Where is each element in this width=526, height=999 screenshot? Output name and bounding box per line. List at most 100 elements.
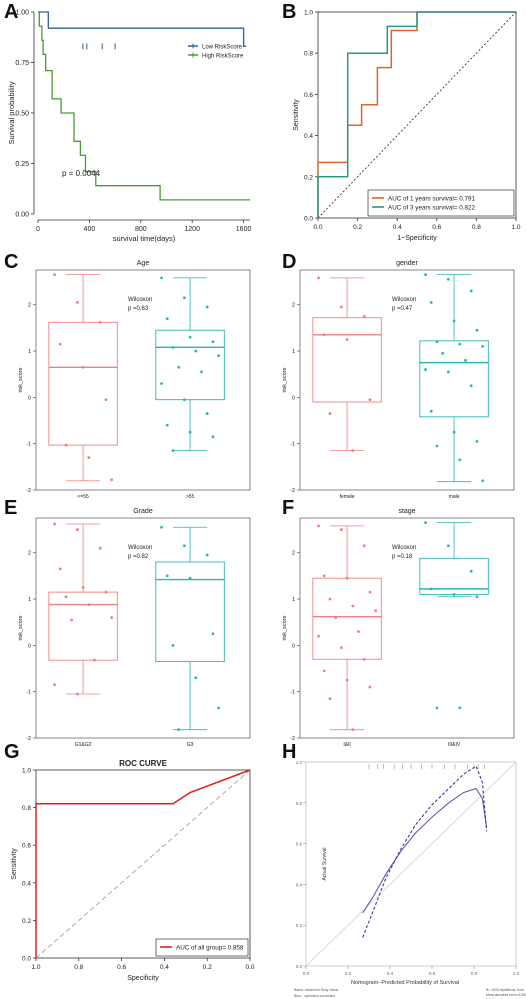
data-point	[322, 574, 326, 578]
data-point	[110, 616, 114, 619]
box-0	[312, 577, 382, 660]
data-point	[104, 590, 108, 594]
legend-box	[155, 938, 249, 957]
panel-A: A 0.00 0.25 0.50 0.75 1.00 0 400 800 1200 1600 surv…	[4, 1, 251, 243]
data-point	[435, 444, 439, 448]
calibration-curve-bias-corrected	[362, 765, 488, 938]
data-point	[458, 706, 462, 710]
data-point	[435, 340, 439, 344]
data-point	[177, 365, 181, 369]
data-point	[339, 646, 343, 650]
y-tick-label: 2	[292, 303, 295, 309]
y-tick-label: 1.0	[22, 768, 31, 775]
reference-diagonal	[35, 769, 251, 959]
y-axis-label: Actual Survival	[322, 847, 328, 880]
legend-label: AUC of 3 years survival= 0.822	[388, 205, 475, 212]
y-tick-label: 0	[292, 395, 295, 401]
y-tick-label: 0.8	[304, 51, 313, 58]
panel-letter-G: G	[4, 741, 20, 763]
y-tick-label: 1.00	[15, 10, 29, 17]
data-point	[469, 289, 473, 293]
x-tick-label: 0.4	[387, 971, 394, 976]
data-point	[53, 522, 56, 526]
x-tick-label: 1.0	[511, 224, 520, 231]
plot-frame	[35, 269, 251, 491]
data-point	[211, 340, 215, 344]
data-point	[87, 603, 91, 607]
x-tick-label: 1200	[184, 226, 200, 233]
test-name: Wilcoxon	[128, 545, 152, 551]
box-1	[155, 329, 225, 401]
x-tick-label: 0.8	[471, 971, 478, 976]
data-point	[188, 576, 192, 580]
x-axis-label: Nomogram−Predicted Probability of Surviv…	[351, 980, 459, 986]
y-tick-label: -1	[290, 442, 295, 448]
data-point	[357, 630, 360, 633]
panel-letter-C: C	[4, 251, 18, 273]
data-point	[58, 567, 62, 571]
data-point	[429, 587, 433, 591]
data-point	[188, 430, 192, 434]
roc-curve-1	[317, 11, 516, 218]
y-tick-label: 1	[28, 597, 31, 603]
calibration-curve-apparent	[362, 787, 488, 914]
data-point	[194, 349, 198, 353]
panel-G: G 0.0 0.2 0.4 0.6 0.8 1.0 1.0 0.8 0.6 0.4 0.2 0.0 Spe…	[4, 741, 255, 982]
y-tick-label: 1.0	[304, 10, 313, 17]
data-point	[322, 669, 326, 673]
y-tick-label: 0.6	[22, 843, 31, 850]
panel-letter-H: H	[282, 741, 296, 763]
y-tick-label: 0.8	[22, 805, 31, 812]
data-point	[200, 370, 203, 374]
p-value: p =0.82	[128, 554, 149, 560]
x-tick-label: 1600	[236, 226, 252, 233]
data-point	[374, 609, 378, 613]
x-tick-label: 800	[135, 226, 147, 233]
data-point	[351, 604, 355, 608]
data-point	[160, 525, 163, 529]
test-name: Wilcoxon	[392, 297, 416, 303]
data-point	[429, 301, 433, 304]
plot-frame	[35, 517, 251, 739]
data-point	[171, 345, 175, 349]
x-tick-label: 0.2	[353, 224, 362, 231]
plot-frame	[305, 761, 517, 967]
data-point	[424, 521, 427, 525]
y-tick-label: -2	[26, 488, 31, 494]
x-tick-label: 0.2	[203, 964, 212, 971]
note-right: B= 1000 repetitions, boot	[486, 988, 524, 992]
y-tick-label: 0	[292, 643, 295, 649]
box-0	[48, 321, 118, 446]
x-tick-label: 0.0	[245, 964, 254, 971]
test-name: Wilcoxon	[128, 297, 152, 303]
p-value: p =0.47	[392, 306, 413, 312]
data-point	[182, 544, 186, 548]
data-point	[53, 273, 56, 277]
y-tick-label: 2	[28, 551, 31, 557]
panel-D: D -2 -1 0 1 2 risk_score gender Wilcoxon p =0.47 f…	[282, 251, 515, 500]
y-tick-label: 0.4	[304, 133, 313, 140]
y-axis-label: risk_score	[18, 615, 24, 640]
data-point	[98, 320, 102, 324]
data-point	[165, 574, 169, 578]
x-tick-label: >55	[186, 494, 195, 500]
data-point	[188, 335, 192, 339]
data-point	[87, 456, 91, 459]
data-point	[435, 706, 439, 710]
y-tick-label: 0.2	[304, 174, 313, 181]
data-point	[75, 528, 79, 531]
x-axis-label: 1−Specificity	[397, 235, 437, 242]
data-point	[446, 370, 450, 374]
data-point	[165, 317, 169, 321]
x-tick-label: 0.2	[345, 971, 352, 976]
x-tick-label: 0.6	[117, 964, 126, 971]
y-axis-label: risk_score	[282, 615, 288, 640]
data-point	[429, 409, 433, 413]
data-point	[53, 683, 56, 687]
data-point	[217, 354, 221, 358]
data-point	[70, 618, 74, 622]
data-point	[317, 524, 320, 528]
y-tick-label: 0.00	[15, 212, 29, 219]
legend-label: Low RiskScore	[202, 45, 243, 51]
data-point	[317, 634, 320, 638]
